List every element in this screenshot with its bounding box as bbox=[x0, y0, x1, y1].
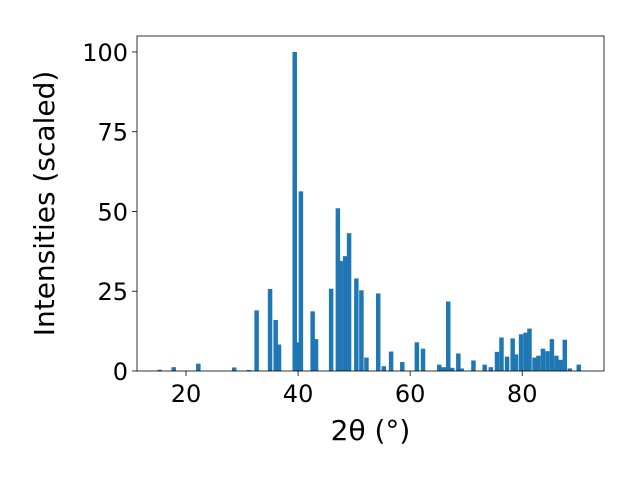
bar bbox=[518, 334, 524, 371]
bar bbox=[292, 51, 297, 371]
bar bbox=[504, 356, 510, 371]
bar bbox=[157, 369, 162, 371]
x-axis-label: 2θ (°) bbox=[331, 414, 411, 447]
y-axis-ticks: 0 25 50 75 100 bbox=[82, 39, 137, 386]
bars-group bbox=[157, 51, 582, 371]
bar bbox=[471, 360, 476, 371]
bar bbox=[536, 355, 541, 371]
bar bbox=[513, 354, 519, 371]
bar bbox=[576, 364, 582, 371]
bar bbox=[276, 344, 282, 371]
bar bbox=[342, 256, 348, 371]
bar bbox=[400, 362, 405, 371]
y-tick-label: 75 bbox=[97, 119, 128, 147]
bar bbox=[540, 348, 546, 371]
plot-frame bbox=[136, 35, 605, 372]
bar bbox=[171, 367, 176, 371]
bar bbox=[346, 233, 352, 371]
bar bbox=[313, 339, 319, 371]
bar bbox=[354, 278, 359, 371]
bar bbox=[196, 363, 201, 371]
bar bbox=[558, 359, 563, 371]
bar bbox=[267, 289, 273, 371]
bar bbox=[532, 357, 537, 371]
bar bbox=[254, 310, 259, 371]
bar bbox=[298, 191, 304, 371]
bar bbox=[441, 367, 446, 371]
bar bbox=[494, 351, 500, 371]
bar bbox=[482, 364, 487, 371]
bar bbox=[359, 290, 364, 371]
bar bbox=[381, 366, 387, 371]
y-axis-label: Intensities (scaled) bbox=[28, 71, 61, 337]
bar bbox=[338, 260, 343, 371]
bar bbox=[335, 208, 341, 371]
bar bbox=[246, 370, 252, 371]
bar bbox=[527, 328, 532, 371]
y-tick-label: 0 bbox=[113, 358, 128, 386]
bar bbox=[310, 311, 315, 371]
bar bbox=[437, 364, 442, 371]
bar bbox=[328, 288, 334, 371]
x-axis-ticks: 20 40 60 80 bbox=[171, 371, 538, 408]
bar bbox=[449, 367, 455, 371]
bar bbox=[549, 339, 555, 371]
bar bbox=[375, 293, 381, 371]
y-tick-label: 25 bbox=[97, 278, 128, 306]
x-tick-label: 40 bbox=[283, 380, 314, 408]
bar bbox=[420, 348, 426, 371]
x-tick-label: 20 bbox=[171, 380, 202, 408]
bar bbox=[388, 351, 394, 371]
y-tick-label: 50 bbox=[97, 198, 128, 226]
bar bbox=[445, 301, 451, 371]
bar bbox=[562, 339, 568, 371]
y-tick-label: 100 bbox=[82, 39, 128, 67]
bar bbox=[273, 319, 278, 371]
bar bbox=[295, 342, 300, 371]
bar bbox=[523, 332, 528, 371]
bar bbox=[364, 357, 369, 371]
bar bbox=[456, 353, 461, 371]
bar bbox=[414, 342, 420, 371]
bar bbox=[567, 368, 573, 371]
bar bbox=[499, 337, 504, 371]
bar bbox=[510, 338, 515, 371]
x-tick-label: 60 bbox=[395, 380, 426, 408]
bar bbox=[459, 368, 464, 371]
bar bbox=[545, 351, 550, 371]
bar bbox=[231, 367, 237, 371]
bar bbox=[554, 355, 559, 371]
x-tick-label: 80 bbox=[507, 380, 538, 408]
bar bbox=[488, 367, 494, 371]
